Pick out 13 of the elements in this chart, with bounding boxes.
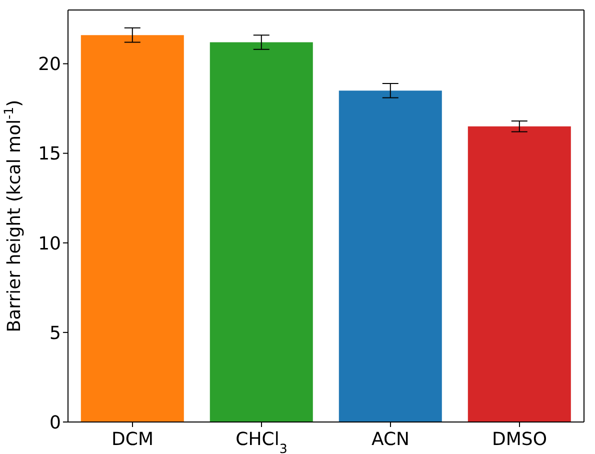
bar	[468, 126, 571, 422]
bar	[80, 35, 184, 422]
y-tick-label: 15	[38, 144, 61, 165]
x-tick-label: ACN	[371, 429, 410, 450]
bar	[338, 90, 442, 422]
y-tick-label: 0	[50, 412, 61, 434]
y-tick-label: 20	[38, 54, 61, 76]
bar	[210, 42, 313, 422]
x-tick-label: CHCl$_{3}$	[236, 429, 288, 454]
y-tick-label: 5	[50, 322, 61, 344]
x-tick-label: DCM	[112, 429, 154, 450]
x-tick-label: DMSO	[492, 429, 547, 450]
y-tick-label: 10	[38, 233, 61, 254]
